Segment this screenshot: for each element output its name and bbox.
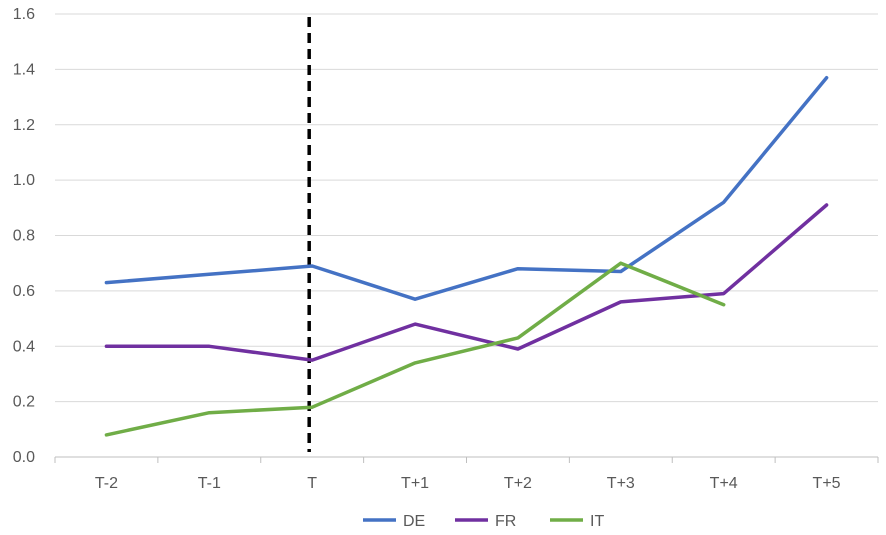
y-tick-label: 1.2 bbox=[13, 117, 35, 134]
legend-label-de: DE bbox=[403, 513, 425, 530]
x-tick-label: T-2 bbox=[95, 475, 118, 492]
x-tick-label: T+5 bbox=[813, 475, 841, 492]
y-axis: 0.0 0.2 0.4 0.6 0.8 1.0 1.2 1.4 1.6 bbox=[13, 6, 35, 466]
y-tick-label: 1.6 bbox=[13, 6, 35, 23]
x-tick-label: T-1 bbox=[198, 475, 221, 492]
series-line-de bbox=[104, 75, 829, 301]
y-tick-label: 0.0 bbox=[13, 449, 35, 466]
y-tick-label: 1.0 bbox=[13, 172, 35, 189]
grid-lines bbox=[55, 13, 878, 403]
series-lines bbox=[104, 75, 829, 437]
x-tick-label: T+3 bbox=[607, 475, 635, 492]
legend-label-it: IT bbox=[590, 513, 604, 530]
x-axis: T-2 T-1 T T+1 T+2 T+3 T+4 T+5 bbox=[54, 456, 879, 492]
x-tick-label: T+4 bbox=[710, 475, 738, 492]
y-tick-label: 0.2 bbox=[13, 394, 35, 411]
y-tick-label: 0.6 bbox=[13, 283, 35, 300]
legend: DE FR IT bbox=[363, 513, 604, 530]
y-tick-label: 0.8 bbox=[13, 228, 35, 245]
x-tick-label: T bbox=[307, 475, 317, 492]
x-tick-label: T+2 bbox=[504, 475, 532, 492]
y-tick-label: 0.4 bbox=[13, 338, 35, 355]
legend-label-fr: FR bbox=[495, 513, 516, 530]
y-tick-label: 1.4 bbox=[13, 61, 35, 78]
series-line-fr bbox=[104, 203, 829, 362]
series-line-it bbox=[104, 261, 726, 437]
x-tick-label: T+1 bbox=[401, 475, 429, 492]
